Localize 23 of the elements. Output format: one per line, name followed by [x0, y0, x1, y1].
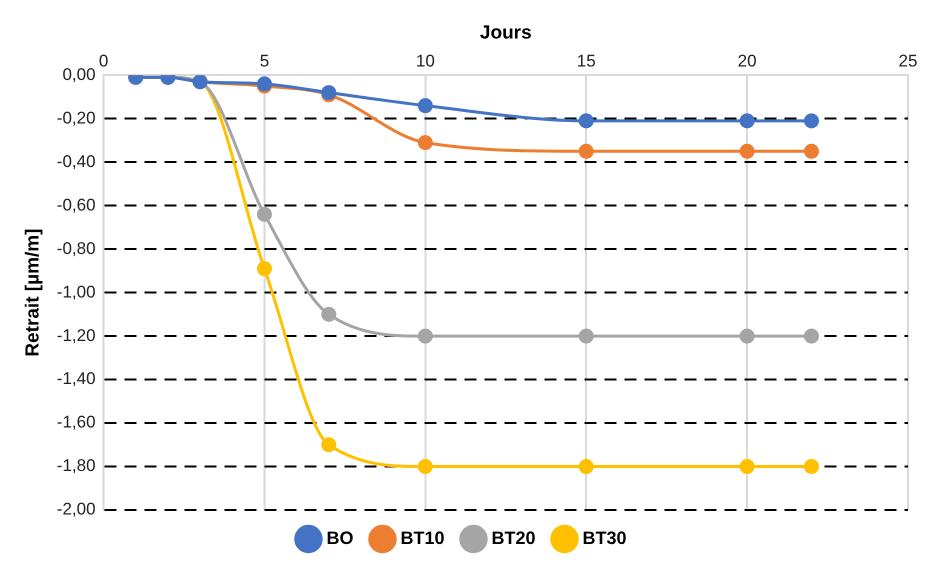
x-tick-label: 0 — [98, 52, 108, 71]
y-tick-label: -0,80 — [56, 238, 96, 258]
y-tick-label: 0,00 — [62, 64, 96, 84]
y-tick-label: -0,20 — [56, 108, 96, 128]
legend-label: BT20 — [491, 528, 536, 548]
y-tick-label: -0,60 — [56, 195, 96, 214]
x-tick-label: 15 — [576, 52, 596, 71]
x-tick-label: 25 — [898, 52, 918, 71]
y-axis-title: Retrait [µm/m] — [22, 228, 44, 357]
y-tick-label: -1,40 — [56, 369, 96, 388]
y-tick-label: -0,40 — [56, 152, 96, 171]
x-axis-title: Jours — [480, 22, 532, 44]
legend-label: BT30 — [582, 528, 627, 548]
y-tick-label: -1,20 — [56, 326, 96, 345]
legend-label: BT10 — [400, 528, 444, 548]
y-tick-label: -1,80 — [56, 456, 96, 476]
x-tick-label: 5 — [260, 52, 270, 71]
y-tick-label: -2,00 — [56, 500, 96, 519]
x-tick-label: 20 — [738, 52, 757, 71]
x-tick-label: 10 — [416, 52, 435, 71]
y-tick-label: -1,60 — [56, 412, 96, 432]
legend-label: BO — [326, 528, 354, 548]
y-tick-label: -1,00 — [56, 282, 96, 302]
